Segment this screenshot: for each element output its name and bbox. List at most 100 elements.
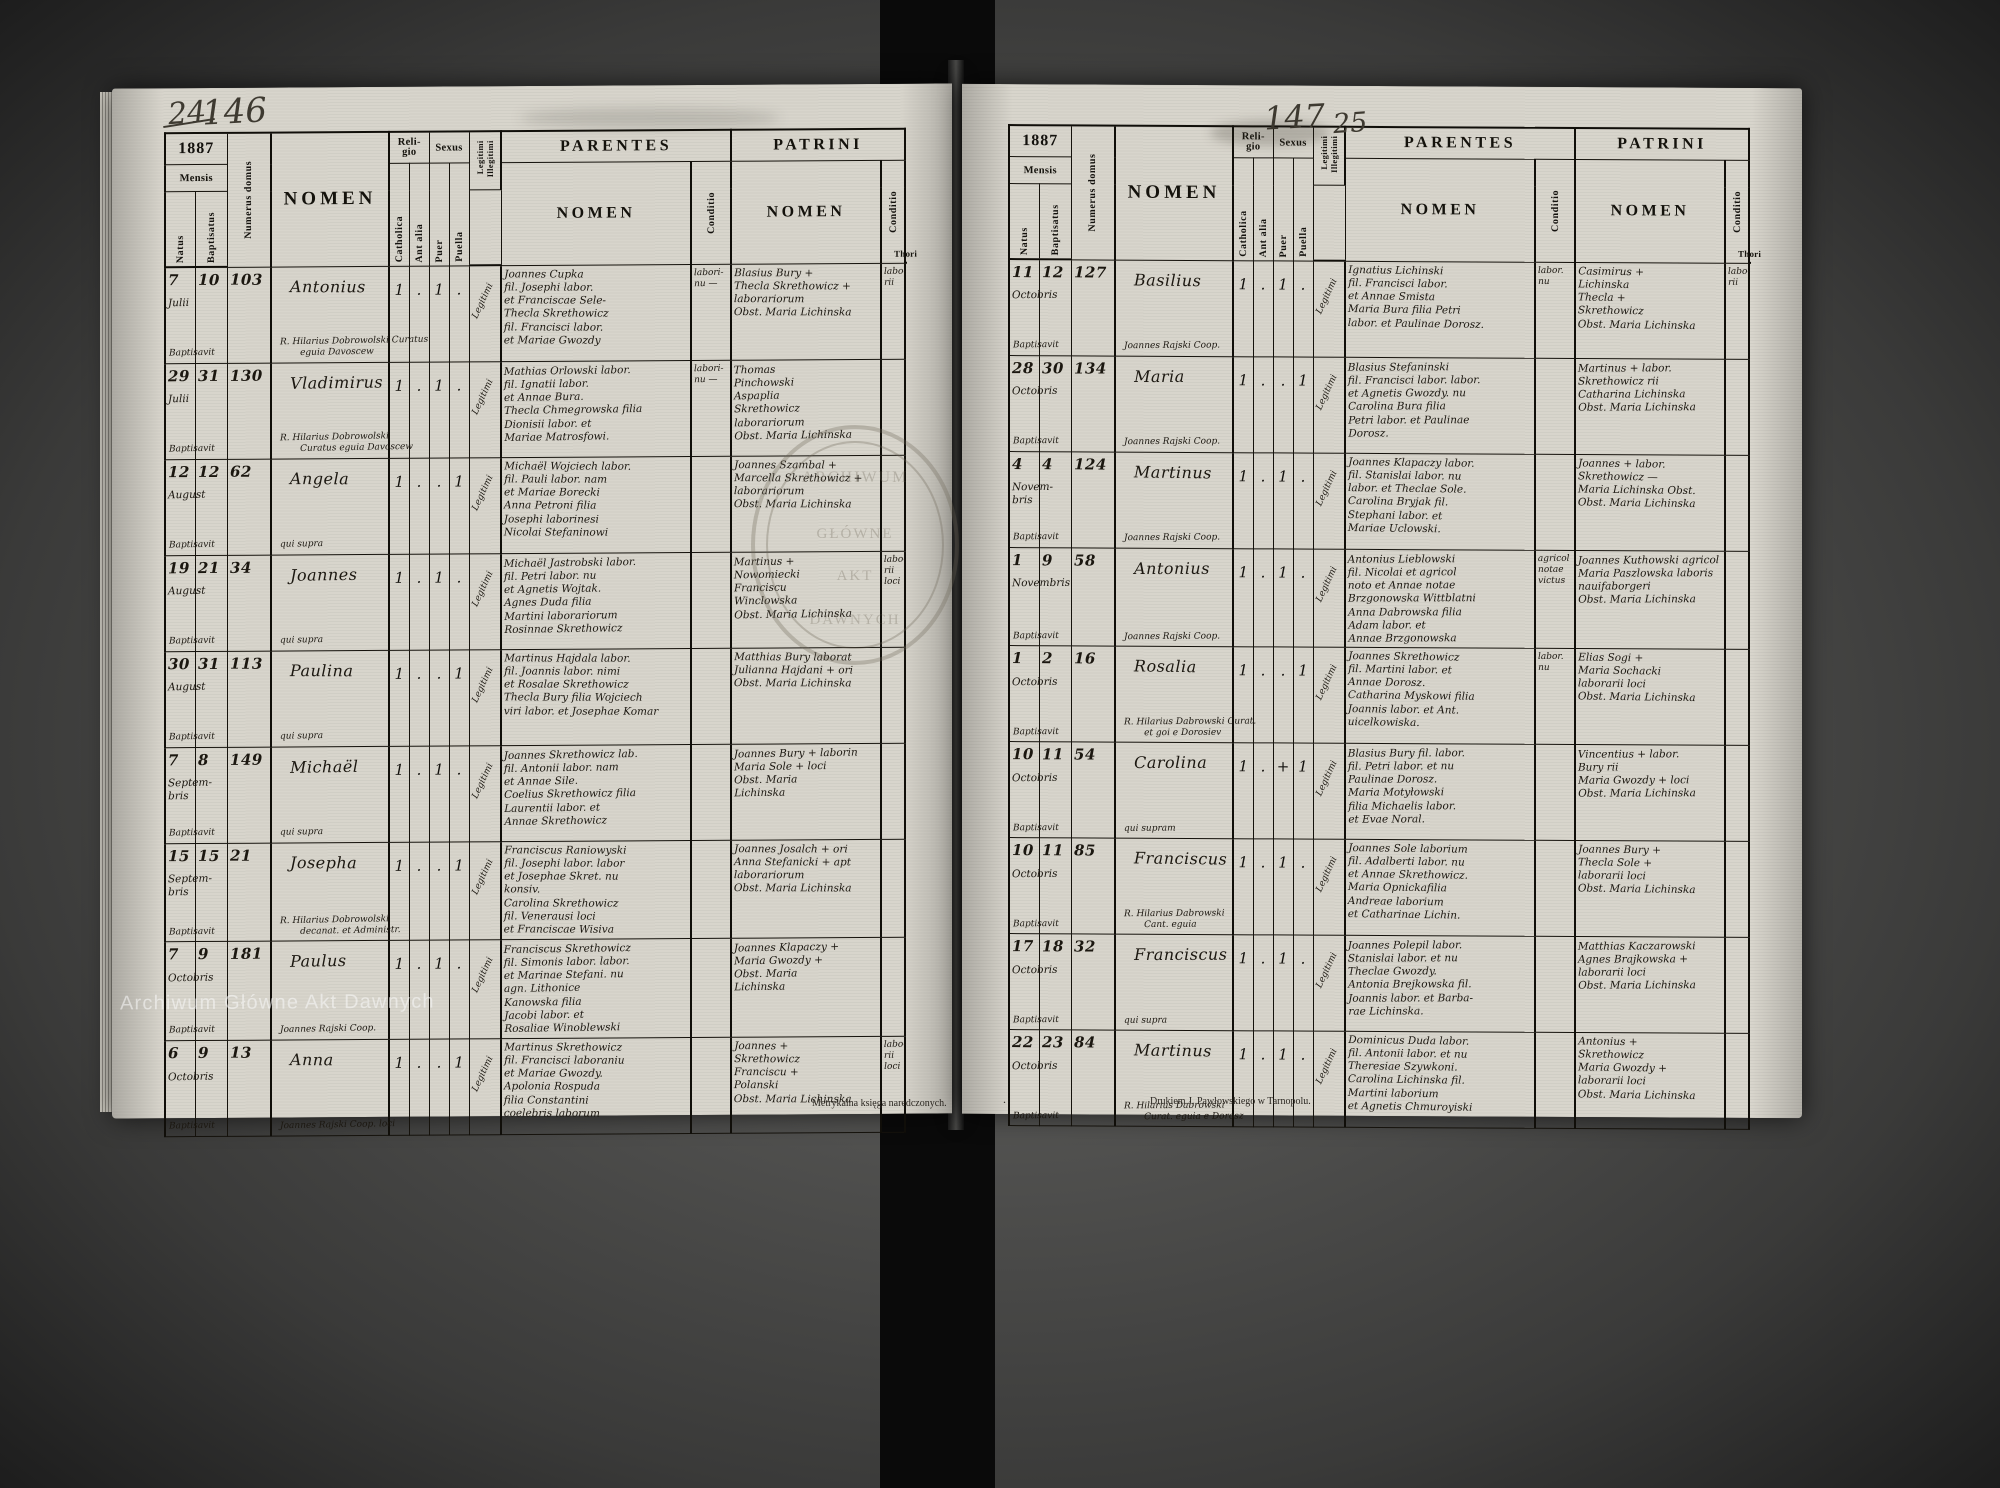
- cell-thori: Legitimi: [469, 1038, 502, 1136]
- binding-clamp-bottom: [880, 1108, 995, 1488]
- col-nomen-parentes: NOMEN: [1400, 200, 1480, 219]
- cell-parentes-nomen: Mathias Orlowski labor. fil. Ignatii labo…: [501, 360, 692, 458]
- cell-patrini-conditio: [1725, 937, 1750, 1034]
- col-sexus: Sexus: [1279, 136, 1307, 149]
- cell-patrini-nomen: Vincentius + labor. Bury rii Maria Gwozdy …: [1575, 744, 1726, 842]
- year-label: 1887: [1022, 132, 1059, 150]
- cell-ant-alia: .: [409, 361, 430, 458]
- col-numerus-domus: Numerus domus: [1087, 153, 1099, 232]
- cell-numerus-domus: 103: [227, 266, 271, 363]
- cell-baptisatus: 31: [195, 650, 227, 748]
- col-nomen-child: NOMEN: [1127, 181, 1221, 204]
- cell-natus: 15 Septem-bris Baptisavit: [165, 843, 215, 943]
- cell-parentes-nomen: Joannes Sole laborium fil. Adalberti labo…: [1345, 839, 1536, 937]
- cell-numerus-domus: 181: [227, 941, 271, 1041]
- cell-patrini-nomen: Joannes Bury + laborin Maria Sole + loci O…: [731, 742, 882, 840]
- table-row: 15 Septem-bris Baptisavit 15 21 Josepha R. Hil…: [165, 838, 906, 943]
- cell-nomen-child: Franciscus R. Hilarius Dabrowski Cant. egu…: [1115, 838, 1233, 936]
- col-conditio-parentes: Conditio: [705, 191, 717, 234]
- cell-catholica: 1: [389, 841, 409, 941]
- table-row: 12 August Baptisavit 12 62 Angela qui supra 1..…: [165, 454, 906, 556]
- table-row: 29 Julii Baptisavit 31 130 Vladimirus R. Hilar…: [165, 358, 906, 460]
- cell-puer: +: [1273, 743, 1294, 840]
- cell-patrini-conditio: [881, 646, 906, 743]
- cell-natus: 1 Novembris Baptisavit: [1009, 547, 1070, 647]
- footer-left-text: Metrykalna księga naredczonych.: [812, 1098, 947, 1109]
- table-row: 28 Octobris Baptisavit 30 134 Maria Joannes Ra…: [1009, 355, 1750, 455]
- col-legitimi: Legitimi: [474, 140, 485, 175]
- cell-parentes-conditio: [691, 743, 732, 841]
- cell-puer: .: [1273, 356, 1294, 453]
- cell-puer: 1: [1273, 260, 1294, 357]
- cell-parentes-conditio: [1535, 840, 1576, 937]
- cell-patrini-nomen: Joannes + Skrethowicz Franciscu + Polanski O…: [731, 1036, 882, 1134]
- cell-puer: 1: [1273, 548, 1294, 648]
- cell-baptisatus: 12: [1039, 259, 1071, 356]
- book-spine: [948, 60, 964, 1130]
- cell-catholica: 1: [1233, 935, 1253, 1032]
- cell-baptisatus: 2: [1039, 646, 1071, 743]
- cell-puer: .: [429, 1039, 450, 1136]
- cell-thori: Legitimi: [469, 940, 502, 1040]
- cell-patrini-nomen: Martinus + Nowomiecki Franciscu Winclowska O…: [731, 550, 882, 648]
- cell-patrini-nomen: Antonius + Skrethowicz Maria Gwozdy + labor…: [1575, 1032, 1726, 1130]
- table-row: 19 August Baptisavit 21 34 Joannes qui supra 1.…: [165, 550, 906, 652]
- cell-patrini-nomen: Blasius Bury + Thecla Skrethowicz + labora…: [731, 262, 882, 360]
- cell-puer: 1: [1273, 935, 1294, 1032]
- cell-puella: .: [1293, 839, 1314, 936]
- cell-parentes-nomen: Ignatius Lichinski fil. Francisci labor. e…: [1345, 260, 1536, 358]
- cell-puella: 1: [449, 1039, 470, 1136]
- cell-baptisatus: 15: [195, 842, 227, 942]
- cell-puella: .: [449, 745, 470, 842]
- cell-parentes-nomen: Michaël Jastrobski labor. fil. Petri labo…: [501, 552, 692, 650]
- cell-ant-alia: .: [409, 553, 430, 650]
- cell-patrini-conditio: labo-rii loci: [881, 1036, 906, 1133]
- cell-catholica: 1: [389, 553, 409, 650]
- cell-thori: Legitimi: [1313, 839, 1346, 936]
- cell-parentes-conditio: [691, 551, 732, 649]
- cell-baptisatus: 10: [195, 266, 227, 364]
- table-header-left: 1887 Numerus domus NOMEN Reli- gio: [165, 128, 917, 268]
- cell-patrini-conditio: [881, 358, 906, 455]
- table-row: 7 Julii Baptisavit 10 103 Antonius R. Hilarius…: [165, 262, 906, 364]
- cell-nomen-child: Carolina qui supram: [1115, 742, 1233, 840]
- cell-patrini-nomen: Joannes Szambal + Marcella Skrethowicz + l…: [731, 454, 882, 552]
- cell-natus: 11 Octobris Baptisavit: [1009, 259, 1059, 356]
- cell-thori: Legitimi: [1313, 935, 1346, 1032]
- cell-patrini-conditio: [881, 742, 906, 839]
- col-thori: Thori: [1738, 248, 1762, 259]
- cell-puella: .: [449, 265, 470, 362]
- cell-catholica: 1: [1233, 743, 1253, 840]
- table-row: 10 Octobris Baptisavit 11 54 Carolina qui supr…: [1009, 741, 1750, 842]
- cell-patrini-conditio: [1725, 841, 1750, 938]
- table-row: 7 Septem-bris Baptisavit 8 149 Michaël qui sup…: [165, 742, 906, 844]
- cell-parentes-nomen: Joannes Skrethowicz lab. fil. Antonii lab…: [501, 744, 692, 842]
- cell-puer: 1: [429, 553, 450, 650]
- cell-patrini-conditio: labo-rii: [1725, 262, 1750, 359]
- cell-catholica: 1: [389, 649, 409, 746]
- cell-baptisatus: 11: [1039, 838, 1071, 935]
- cell-puer: .: [429, 841, 450, 941]
- cell-natus: 1 Octobris Baptisavit: [1009, 645, 1059, 743]
- cell-nomen-child: Angela qui supra: [271, 457, 389, 555]
- cell-nomen-child: Maria Joannes Rajski Coop.: [1115, 355, 1233, 453]
- cell-baptisatus: 9: [195, 941, 227, 1041]
- col-nomen-child: NOMEN: [283, 188, 377, 210]
- section-patrini: PATRINI: [773, 135, 863, 154]
- cell-catholica: 1: [389, 940, 409, 1040]
- col-nomen-patrini: NOMEN: [766, 202, 846, 221]
- cell-parentes-nomen: Antonius Lieblowski fil. Nicolai et agric…: [1345, 548, 1536, 649]
- cell-numerus-domus: 54: [1071, 742, 1115, 839]
- cell-numerus-domus: 21: [227, 842, 271, 942]
- cell-baptisatus: 4: [1039, 451, 1071, 548]
- cell-ant-alia: .: [409, 745, 430, 842]
- col-illegitimi: Illegitimi: [1328, 135, 1339, 173]
- cell-baptisatus: 12: [195, 458, 227, 556]
- cell-puer: .: [1273, 647, 1294, 744]
- cell-thori: Legitimi: [469, 841, 502, 941]
- cell-catholica: 1: [1233, 548, 1253, 648]
- col-religio-line2: gio: [1246, 141, 1261, 153]
- folio-right-stamp: 25: [1331, 106, 1369, 141]
- cell-ant-alia: .: [409, 841, 430, 941]
- cell-parentes-conditio: agricol notae victus: [1535, 549, 1576, 649]
